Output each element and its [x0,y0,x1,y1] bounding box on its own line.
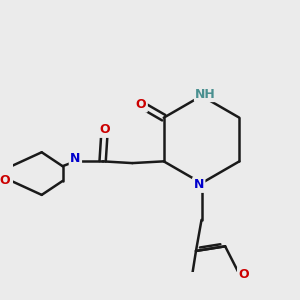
Text: N: N [70,152,81,165]
Text: O: O [99,123,110,136]
Text: O: O [238,268,249,281]
Text: O: O [0,175,10,188]
Text: N: N [194,178,204,191]
Text: NH: NH [195,88,216,100]
Text: O: O [136,98,146,111]
